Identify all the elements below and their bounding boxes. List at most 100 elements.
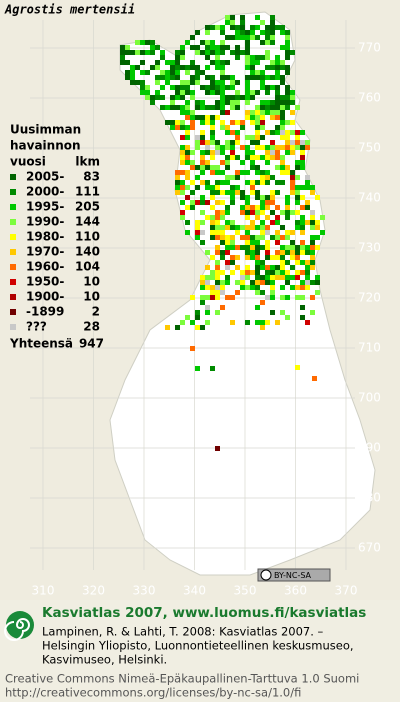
occurrence-cell [205, 120, 210, 125]
occurrence-cell [280, 135, 285, 140]
occurrence-cell [250, 165, 255, 170]
occurrence-cell [210, 130, 215, 135]
occurrence-cell [140, 80, 145, 85]
occurrence-cell [310, 235, 315, 240]
occurrence-cell [195, 185, 200, 190]
occurrence-cell [275, 90, 280, 95]
occurrence-cell [220, 225, 225, 230]
occurrence-cell [300, 240, 305, 245]
occurrence-cell [220, 255, 225, 260]
occurrence-cell [205, 185, 210, 190]
occurrence-cell [210, 140, 215, 145]
occurrence-cell [275, 145, 280, 150]
occurrence-cell [280, 25, 285, 30]
occurrence-cell [265, 105, 270, 110]
occurrence-cell [135, 40, 140, 45]
occurrence-cell [210, 80, 215, 85]
occurrence-cell [265, 245, 270, 250]
occurrence-cell [205, 280, 210, 285]
occurrence-cell [260, 70, 265, 75]
occurrence-cell [275, 65, 280, 70]
occurrence-cell [290, 90, 295, 95]
occurrence-cell [190, 125, 195, 130]
occurrence-cell [275, 95, 280, 100]
occurrence-cell [175, 175, 180, 180]
legend-count: 110 [75, 230, 100, 244]
occurrence-cell [230, 130, 235, 135]
occurrence-cell [260, 110, 265, 115]
occurrence-cell [175, 60, 180, 65]
occurrence-cell [185, 185, 190, 190]
occurrence-cell [180, 95, 185, 100]
occurrence-cell [185, 220, 190, 225]
occurrence-cell [275, 155, 280, 160]
occurrence-cell [265, 280, 270, 285]
occurrence-cell [285, 280, 290, 285]
occurrence-cell [260, 145, 265, 150]
occurrence-cell [260, 115, 265, 120]
occurrence-cell [240, 95, 245, 100]
occurrence-cell [210, 105, 215, 110]
occurrence-cell [225, 190, 230, 195]
occurrence-cell [120, 45, 125, 50]
occurrence-cell [255, 235, 260, 240]
occurrence-cell [280, 105, 285, 110]
occurrence-cell [245, 95, 250, 100]
y-axis-label: 720 [358, 291, 381, 305]
occurrence-cell [245, 225, 250, 230]
occurrence-cell [295, 270, 300, 275]
license: Creative Commons Nimeä-Epäkaupallinen-Ta… [5, 672, 359, 686]
legend-label: ??? [26, 320, 47, 334]
occurrence-cell [225, 280, 230, 285]
occurrence-cell [265, 195, 270, 200]
occurrence-cell [185, 155, 190, 160]
occurrence-cell [230, 155, 235, 160]
occurrence-cell [280, 145, 285, 150]
occurrence-cell [180, 160, 185, 165]
occurrence-cell [290, 120, 295, 125]
occurrence-cell [210, 165, 215, 170]
occurrence-cell [280, 155, 285, 160]
occurrence-cell [160, 85, 165, 90]
occurrence-cell [290, 130, 295, 135]
occurrence-cell [275, 100, 280, 105]
occurrence-cell [240, 205, 245, 210]
occurrence-cell [240, 25, 245, 30]
occurrence-cell [300, 260, 305, 265]
occurrence-cell [265, 155, 270, 160]
logo [4, 611, 34, 641]
occurrence-cell [220, 240, 225, 245]
occurrence-cell [170, 85, 175, 90]
occurrence-cell [220, 190, 225, 195]
occurrence-cell [265, 50, 270, 55]
x-axis-label: 310 [32, 584, 55, 598]
occurrence-cell [220, 290, 225, 295]
occurrence-cell [205, 295, 210, 300]
occurrence-cell [265, 130, 270, 135]
occurrence-cell [260, 235, 265, 240]
occurrence-cell [170, 105, 175, 110]
occurrence-cell [280, 285, 285, 290]
occurrence-cell [255, 280, 260, 285]
occurrence-cell [180, 155, 185, 160]
occurrence-cell [295, 365, 300, 370]
occurrence-cell [190, 320, 195, 325]
occurrence-cell [245, 135, 250, 140]
occurrence-cell [230, 270, 235, 275]
occurrence-cell [280, 180, 285, 185]
occurrence-cell [285, 55, 290, 60]
occurrence-cell [280, 115, 285, 120]
occurrence-cell [275, 75, 280, 80]
occurrence-cell [285, 150, 290, 155]
legend-count: 111 [75, 185, 100, 199]
occurrence-cell [290, 95, 295, 100]
occurrence-cell [195, 145, 200, 150]
occurrence-cell [170, 95, 175, 100]
occurrence-cells [120, 15, 325, 451]
occurrence-cell [280, 125, 285, 130]
occurrence-cell [285, 235, 290, 240]
legend-count: 2 [92, 305, 100, 319]
occurrence-cell [280, 295, 285, 300]
occurrence-cell [200, 140, 205, 145]
occurrence-cell [170, 75, 175, 80]
